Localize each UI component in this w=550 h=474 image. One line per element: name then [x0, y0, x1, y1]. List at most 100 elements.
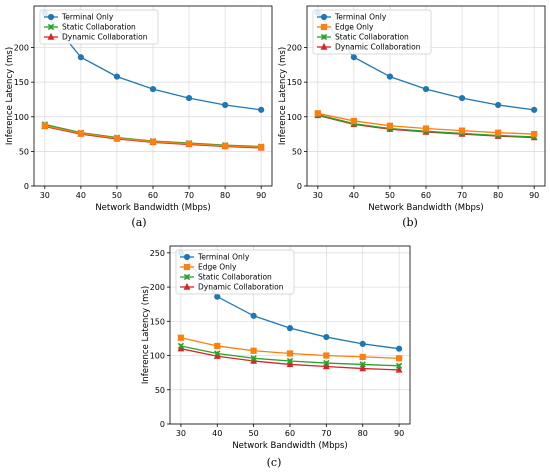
y-tick-label: 50 — [19, 147, 29, 156]
data-point-edge-only — [422, 125, 430, 132]
y-tick-label: 250 — [150, 249, 165, 258]
data-point-dynamic-collaboration — [359, 364, 367, 372]
legend-label-terminal-only: Terminal Only — [197, 253, 250, 262]
data-point-terminal-only — [214, 293, 221, 300]
legend-label-dynamic-collaboration: Dynamic Collaboration — [335, 43, 421, 52]
data-point-edge-only — [531, 130, 538, 138]
data-point-static-collaboration — [177, 342, 185, 350]
data-point-terminal-only — [350, 54, 357, 61]
data-point-edge-only — [185, 140, 193, 147]
data-point-static-collaboration — [214, 350, 221, 357]
series-group — [177, 249, 403, 373]
y-tick-label: 50 — [155, 386, 165, 395]
data-point-edge-only — [222, 142, 229, 149]
x-tick-label: 40 — [349, 191, 359, 200]
x-tick-label: 70 — [184, 191, 194, 200]
x-tick-label: 90 — [394, 429, 404, 438]
chart-panel-c: 30 40 50 60 70 80 90 0 50 100 150 200 250 Network Ban… — [141, 245, 411, 469]
data-point-terminal-only — [531, 106, 538, 113]
data-point-edge-only — [250, 347, 257, 354]
x-axis-label: Network Bandwidth (Mbps) — [232, 441, 347, 451]
data-point-edge-only — [386, 122, 394, 129]
y-axis-label: Inference Latency (ms) — [141, 286, 151, 384]
legend-marker-edge-only — [183, 263, 191, 271]
data-point-edge-only — [458, 127, 466, 134]
data-point-static-collaboration — [395, 362, 403, 369]
data-point-dynamic-collaboration — [395, 365, 403, 373]
x-tick-label: 60 — [285, 429, 295, 438]
data-point-edge-only — [177, 334, 185, 341]
legend-marker-terminal-only — [47, 13, 55, 21]
legend-box — [39, 9, 159, 45]
legend-marker-terminal-only — [183, 253, 191, 261]
chart-panel-a: 30 40 50 60 70 80 90 0 50 100 150 200 Network Bandwi… — [5, 5, 273, 229]
x-tick-label: 90 — [256, 191, 266, 200]
data-point-terminal-only — [77, 54, 84, 61]
legend-label-static-collaboration: Static Collaboration — [335, 33, 409, 42]
data-point-edge-only — [113, 135, 121, 142]
data-point-edge-only — [350, 117, 357, 125]
data-point-static-collaboration — [323, 359, 330, 367]
x-tick-label: 60 — [148, 191, 158, 200]
legend-label-static-collaboration: Static Collaboration — [198, 273, 272, 282]
x-tick-label: 50 — [385, 191, 395, 200]
y-tick-label: 200 — [14, 44, 29, 53]
x-tick-label: 70 — [457, 191, 467, 200]
data-point-edge-only — [286, 350, 294, 357]
data-point-edge-only — [395, 355, 403, 362]
x-tick-label: 50 — [249, 429, 259, 438]
legend-marker-edge-only — [320, 23, 328, 31]
panel-caption: (a) — [131, 216, 146, 229]
data-point-terminal-only — [386, 73, 394, 80]
x-tick-label: 30 — [176, 429, 186, 438]
data-point-terminal-only — [458, 94, 466, 102]
data-point-static-collaboration — [286, 357, 294, 365]
data-point-terminal-only — [323, 333, 330, 341]
data-point-terminal-only — [149, 85, 157, 93]
y-axis-label: Inference Latency (ms) — [278, 47, 288, 145]
panel-caption: (c) — [267, 456, 282, 469]
y-tick-label: 100 — [150, 352, 165, 361]
data-point-edge-only — [495, 129, 502, 136]
legend-label-terminal-only: Terminal Only — [334, 13, 387, 22]
x-tick-label: 60 — [421, 191, 431, 200]
series-group — [41, 9, 265, 151]
legend-label-terminal-only: Terminal Only — [61, 13, 114, 22]
x-tick-label: 80 — [358, 429, 368, 438]
data-point-static-collaboration — [250, 355, 257, 362]
x-tick-label: 70 — [321, 429, 331, 438]
legend-marker-static-collaboration — [320, 33, 328, 41]
x-tick-label: 40 — [76, 191, 86, 200]
legend-label-static-collaboration: Static Collaboration — [62, 23, 136, 32]
data-point-edge-only — [323, 352, 330, 359]
data-point-edge-only — [258, 144, 265, 151]
data-point-terminal-only — [395, 345, 403, 352]
data-point-terminal-only — [250, 312, 257, 319]
y-tick-label: 200 — [150, 283, 165, 292]
data-point-terminal-only — [185, 94, 193, 102]
data-point-edge-only — [214, 342, 221, 350]
data-point-terminal-only — [422, 85, 430, 93]
y-tick-label: 100 — [287, 113, 302, 122]
data-point-terminal-only — [222, 101, 229, 109]
y-tick-label: 100 — [14, 113, 29, 122]
y-tick-label: 0 — [297, 182, 302, 191]
x-tick-label: 80 — [493, 191, 503, 200]
data-point-dynamic-collaboration — [286, 360, 294, 368]
x-tick-label: 30 — [313, 191, 323, 200]
y-tick-label: 200 — [287, 44, 302, 53]
data-point-terminal-only — [495, 101, 502, 109]
data-point-edge-only — [41, 122, 48, 129]
chart-panel-b: 30 40 50 60 70 80 90 0 50 100 150 200 Network Bandwi… — [278, 5, 546, 229]
x-axis-label: Network Bandwidth (Mbps) — [368, 203, 483, 213]
legend-box — [175, 249, 295, 295]
data-point-terminal-only — [286, 325, 294, 332]
data-point-terminal-only — [113, 73, 121, 80]
legend-label-edge-only: Edge Only — [198, 263, 237, 272]
y-tick-label: 150 — [14, 78, 29, 87]
y-tick-label: 50 — [292, 147, 302, 156]
data-point-terminal-only — [258, 106, 265, 113]
